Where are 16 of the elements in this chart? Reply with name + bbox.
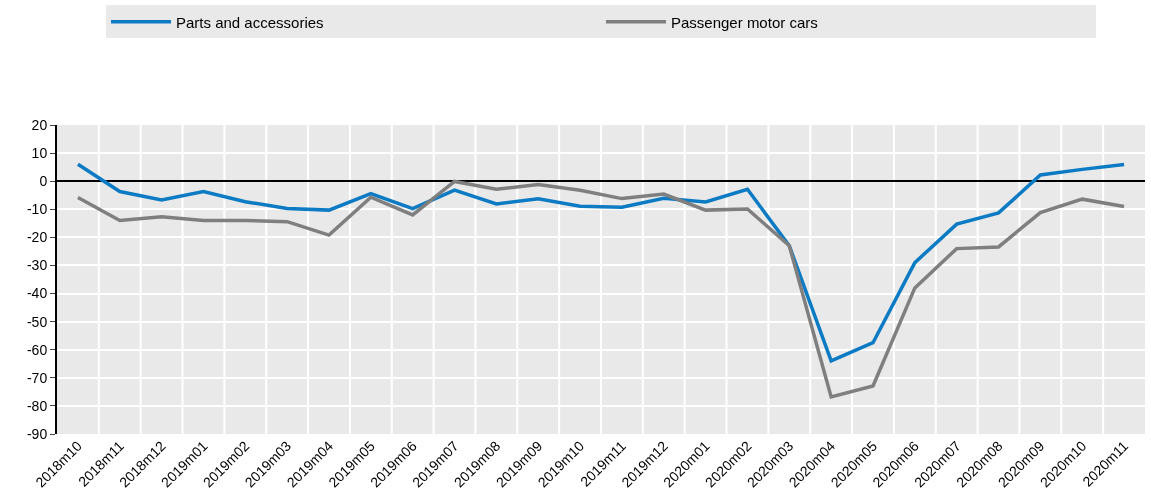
y-tick-label: 20	[31, 116, 48, 133]
y-tick-label: -20	[26, 229, 48, 246]
y-tick-label: 10	[31, 144, 48, 161]
line-series	[76, 162, 1126, 363]
y-tick-label: -10	[26, 201, 48, 218]
y-tick-label: -50	[26, 313, 48, 330]
y-tick-label: 0	[39, 173, 48, 190]
y-tick-label: -40	[26, 285, 48, 302]
y-tick-label: -30	[26, 257, 48, 274]
y-tick-label: -90	[26, 425, 48, 442]
y-tick-label: -70	[26, 369, 48, 386]
y-tick-label: -80	[26, 397, 48, 414]
legend-label: Passenger motor cars	[671, 13, 818, 31]
y-tick-label: -60	[26, 341, 48, 358]
line-series	[76, 179, 1126, 399]
legend-label: Parts and accessories	[176, 13, 324, 31]
